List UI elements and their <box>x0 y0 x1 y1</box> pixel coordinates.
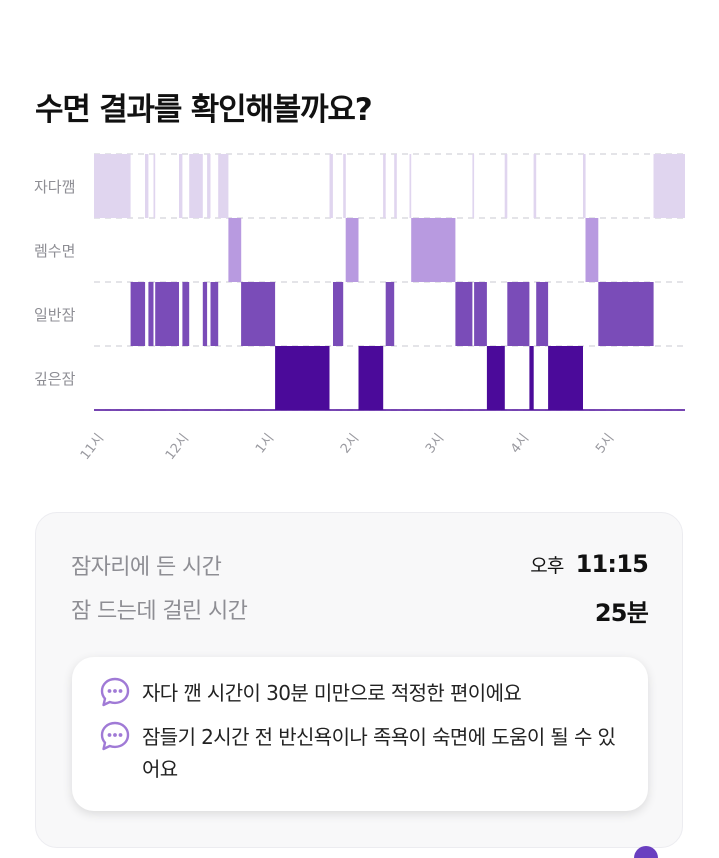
stage-label: 깊은잠 <box>34 370 76 388</box>
page-title: 수면 결과를 확인해볼까요? <box>35 92 373 128</box>
sleep-segment <box>94 154 131 218</box>
sleep-segment <box>385 282 395 346</box>
stage-label: 자다깸 <box>34 178 75 196</box>
x-tick-label: 1시 <box>253 431 277 456</box>
bedtime-label: 잠자리에 든 시간 <box>71 555 222 580</box>
sleep-segment <box>548 346 583 410</box>
x-tick-label: 12시 <box>163 431 192 460</box>
sleep-segment <box>148 282 154 346</box>
sleep-segment <box>598 282 654 346</box>
tip-item: 잠들기 2시간 전 반신욕이나 족욕이 숙면에 도움이 될 수 있어요 <box>98 721 628 785</box>
sleep-segment <box>343 154 346 218</box>
sleep-segment <box>333 282 344 346</box>
sleep-segment <box>218 154 229 218</box>
sleep-segment <box>507 282 530 346</box>
stage-label: 렘수면 <box>34 242 75 260</box>
tip-text: 자다 깬 시간이 30분 미만으로 적정한 편이에요 <box>142 681 522 705</box>
x-tick-label: 3시 <box>423 431 447 456</box>
tip-item: 자다 깬 시간이 30분 미만으로 적정한 편이에요 <box>98 677 628 709</box>
sleep-segment <box>536 282 549 346</box>
sleep-tips-box: 자다 깬 시간이 30분 미만으로 적정한 편이에요 잠들기 2시간 전 반신욕… <box>72 657 648 811</box>
sleep-segment <box>455 282 473 346</box>
sleep-segment <box>585 218 599 282</box>
bedtime-value: 오후 11:15 <box>530 550 649 578</box>
sleep-segment <box>583 154 586 218</box>
sleep-segment <box>130 282 146 346</box>
sleep-segment <box>329 154 333 218</box>
sleep-segment <box>182 282 190 346</box>
sleep-segment <box>202 282 208 346</box>
sleep-segment <box>207 154 211 218</box>
sleep-segment <box>411 218 456 282</box>
sleep-segment <box>394 154 397 218</box>
sleep-segment <box>533 154 537 218</box>
sleep-segment <box>179 154 183 218</box>
sleep-segment <box>653 154 685 218</box>
sleep-segment <box>486 346 505 410</box>
sleep-segment <box>529 346 534 410</box>
bedtime-ampm: 오후 <box>530 555 564 577</box>
x-tick-label: 11시 <box>78 431 107 460</box>
x-tick-label: 5시 <box>593 431 617 456</box>
sleep-segment <box>358 346 384 410</box>
sleep-segment <box>145 154 149 218</box>
sleep-segment <box>189 154 203 218</box>
x-tick-label: 2시 <box>338 431 362 456</box>
sleep-segment <box>153 154 156 218</box>
sleep-segment <box>345 218 359 282</box>
sleep-segment <box>472 154 475 218</box>
tip-text: 잠들기 2시간 전 반신욕이나 족욕이 숙면에 도움이 될 수 있어요 <box>142 725 616 781</box>
bedtime-time: 11:15 <box>575 550 649 578</box>
sleep-segment <box>409 154 412 218</box>
sleep-segment <box>241 282 276 346</box>
stage-label: 일반잠 <box>34 306 76 324</box>
x-tick-label: 4시 <box>508 431 532 456</box>
sleep-summary-card: 잠자리에 든 시간 오후 11:15 잠 드는데 걸린 시간 25분 자다 깬 시… <box>35 512 683 848</box>
sleep-segment <box>383 154 386 218</box>
sleep-segment <box>155 282 179 346</box>
sleep-segment <box>504 154 508 218</box>
sleep-segment <box>210 282 219 346</box>
sleep-latency-value: 25분 <box>594 599 649 627</box>
sleep-segment <box>275 346 330 410</box>
chat-bubble-icon <box>100 677 130 707</box>
sleep-segment <box>228 218 242 282</box>
chat-bubble-icon <box>100 721 130 751</box>
sleep-segment <box>474 282 487 346</box>
sleep-latency-label: 잠 드는데 걸린 시간 <box>71 599 248 624</box>
